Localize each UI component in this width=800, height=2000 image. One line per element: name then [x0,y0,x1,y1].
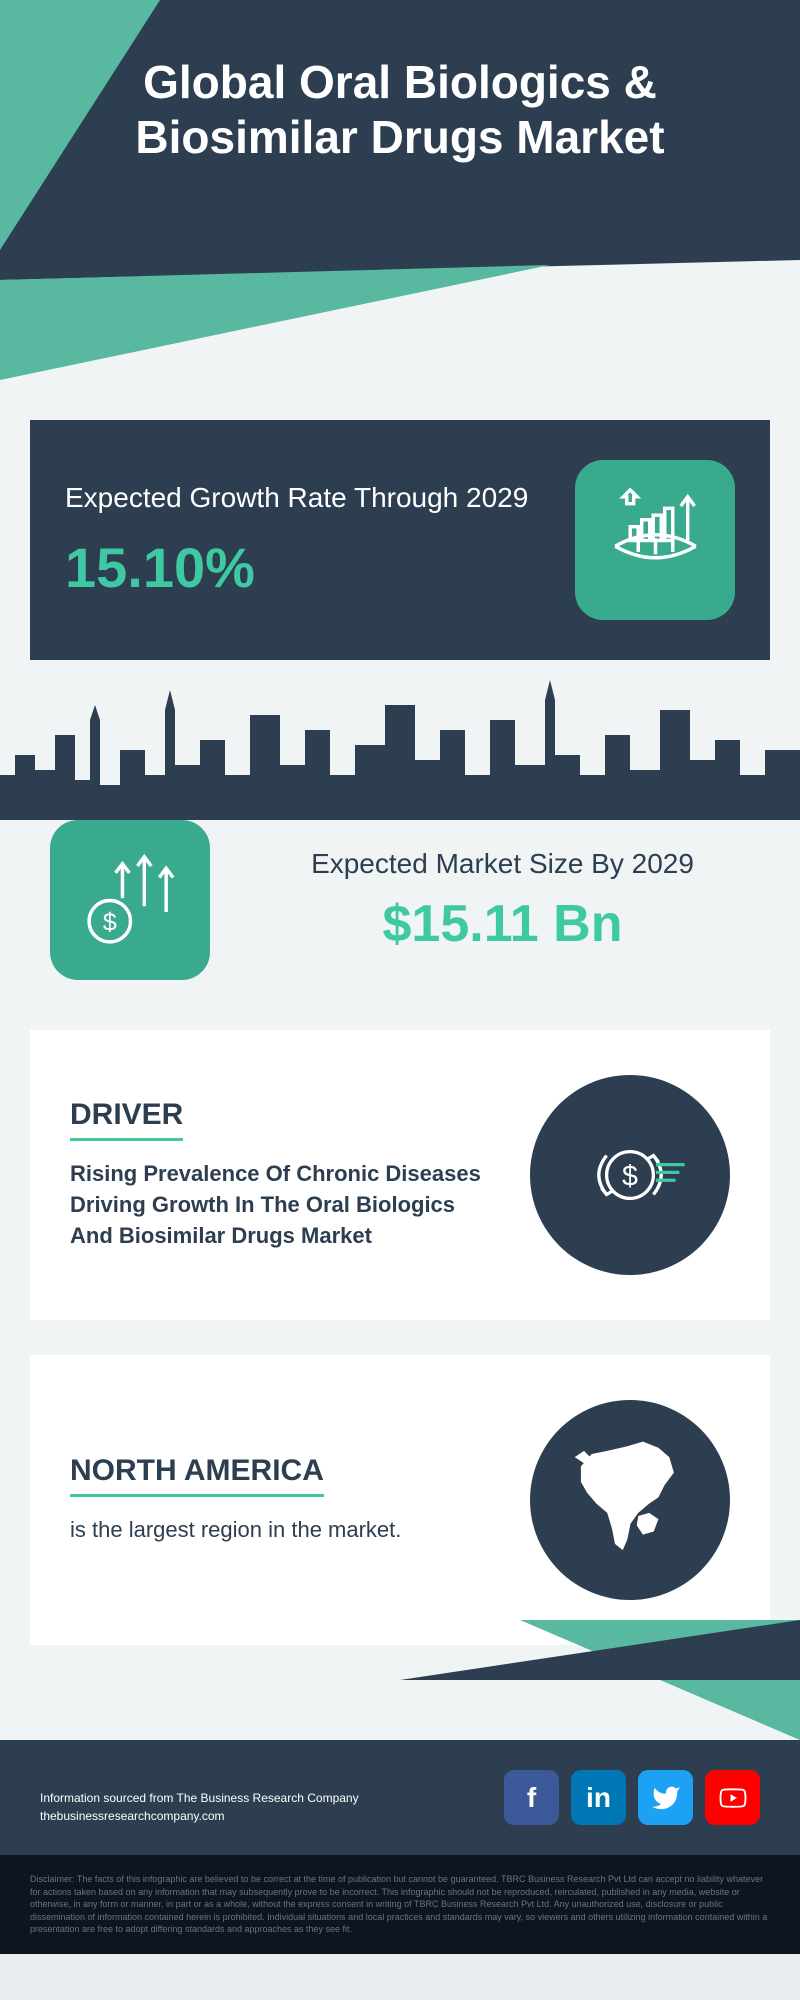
facebook-icon[interactable]: f [504,1770,559,1825]
growth-text: Expected Growth Rate Through 2029 15.10% [65,480,528,599]
header: Global Oral Biologics & Biosimilar Drugs… [0,0,800,380]
region-section: NORTH AMERICA is the largest region in t… [30,1355,770,1645]
footer-accent [400,1620,800,1740]
footer-text: Information sourced from The Business Re… [40,1789,359,1825]
footer-band: Information sourced from The Business Re… [0,1740,800,1855]
dollar-growth-icon: $ [50,820,210,980]
north-america-map-icon [530,1400,730,1600]
footer-source: Information sourced from The Business Re… [40,1789,359,1807]
main-title: Global Oral Biologics & Biosimilar Drugs… [0,0,800,165]
twitter-icon[interactable] [638,1770,693,1825]
growth-section: Expected Growth Rate Through 2029 15.10% [30,420,770,660]
youtube-icon[interactable] [705,1770,760,1825]
infographic: Global Oral Biologics & Biosimilar Drugs… [0,0,800,1954]
driver-section: DRIVER Rising Prevalence Of Chronic Dise… [30,1030,770,1320]
social-icons: f in [504,1770,760,1825]
linkedin-icon[interactable]: in [571,1770,626,1825]
growth-value: 15.10% [65,535,528,600]
region-heading: NORTH AMERICA [70,1454,324,1497]
market-value: $15.11 Bn [255,894,750,954]
region-text: NORTH AMERICA is the largest region in t… [70,1454,500,1546]
driver-heading: DRIVER [70,1098,183,1141]
growth-chart-icon [575,460,735,620]
driver-text: DRIVER Rising Prevalence Of Chronic Dise… [70,1098,500,1251]
skyline-graphic [0,660,800,820]
money-cycle-icon: $ [530,1075,730,1275]
driver-body: Rising Prevalence Of Chronic Diseases Dr… [70,1159,500,1251]
market-section: $ Expected Market Size By 2029 $15.11 Bn [0,820,800,1030]
svg-text:$: $ [102,908,116,936]
svg-text:$: $ [622,1160,638,1192]
disclaimer: Disclaimer: The facts of this infographi… [0,1855,800,1954]
growth-label: Expected Growth Rate Through 2029 [65,480,528,516]
market-label: Expected Market Size By 2029 [255,846,750,882]
footer-url: thebusinessresearchcompany.com [40,1807,359,1825]
footer: Information sourced from The Business Re… [0,1680,800,1954]
market-text: Expected Market Size By 2029 $15.11 Bn [255,846,750,954]
region-body: is the largest region in the market. [70,1515,500,1546]
